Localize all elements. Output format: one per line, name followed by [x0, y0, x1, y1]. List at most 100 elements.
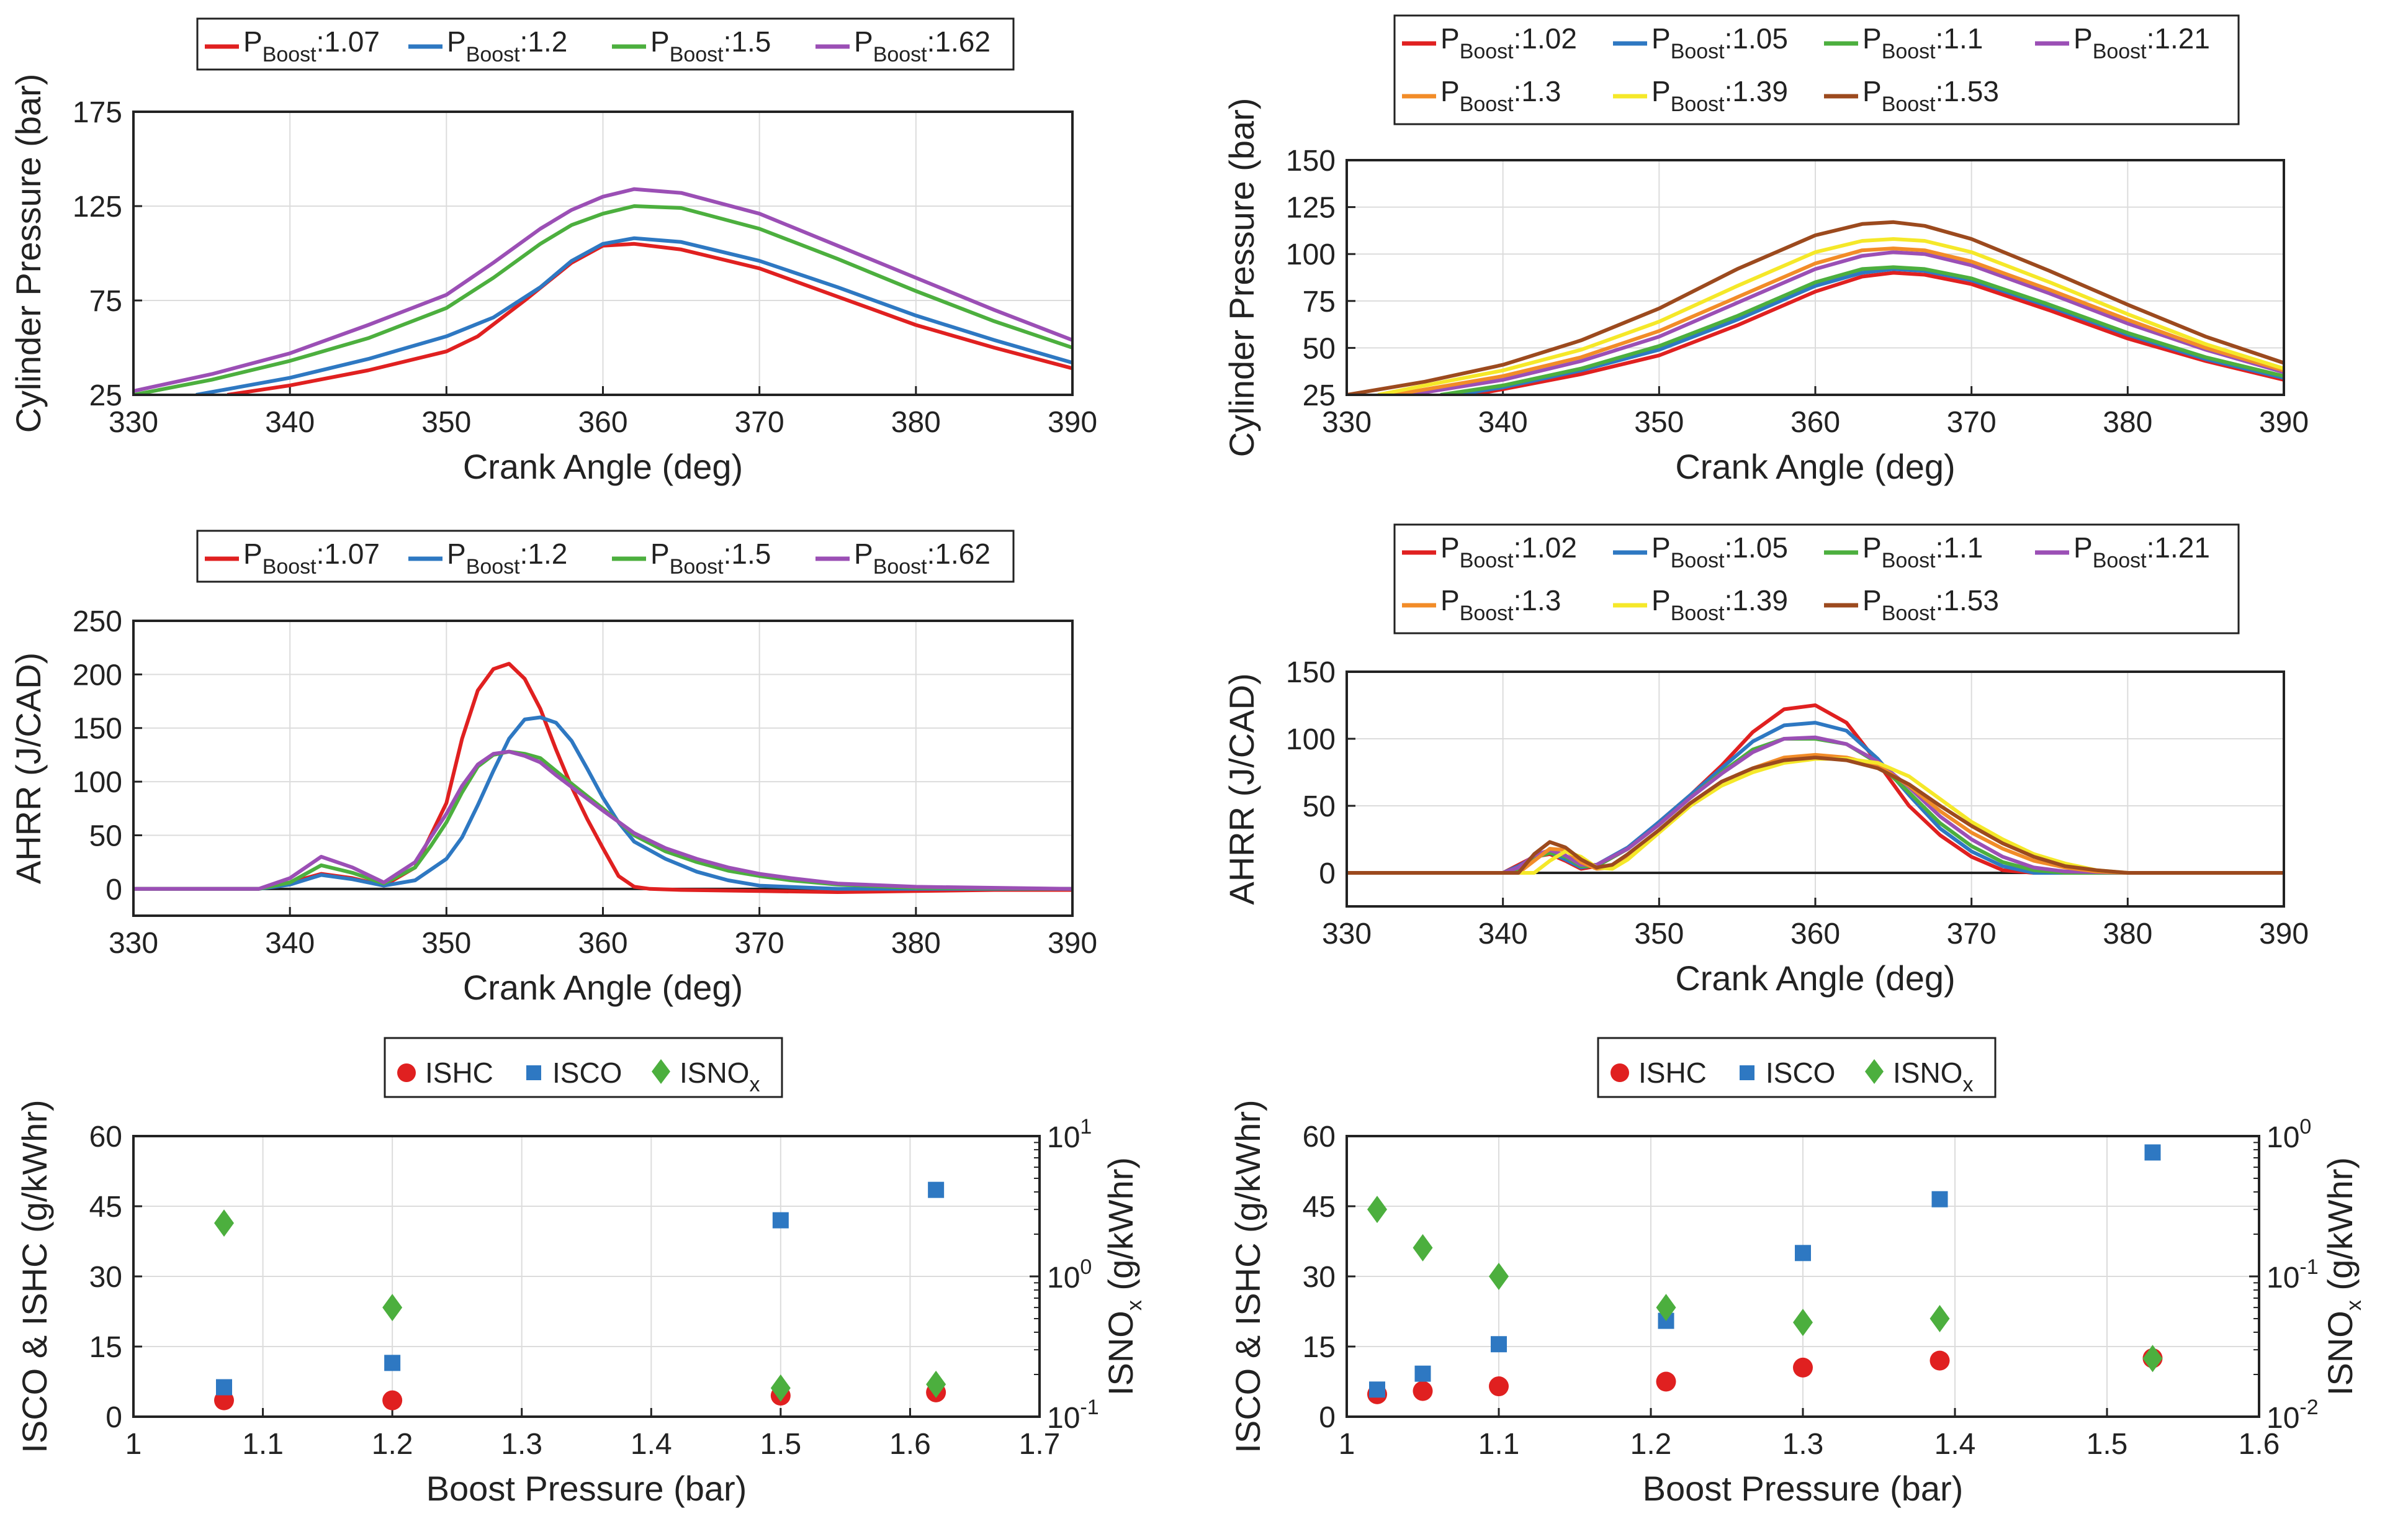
legend-main: P — [1651, 584, 1671, 616]
x-tick-label: 380 — [891, 927, 941, 960]
panel-ahrr-left: 330 340 350 360 370 380 390 0 50 100 150 200 250 Cran… — [9, 530, 1097, 1007]
isco-point — [1414, 1365, 1431, 1382]
legend-marker-diamond — [652, 1059, 670, 1084]
y-tick-label: 100 — [1286, 723, 1336, 756]
legend-main: P — [1651, 22, 1671, 55]
ishc-point — [1793, 1357, 1813, 1378]
series-line — [133, 187, 1072, 393]
legend-box — [384, 1037, 783, 1098]
legend-main: P — [854, 25, 873, 58]
isnox-point — [214, 1209, 234, 1237]
x-tick-label: 1.6 — [2239, 1428, 2280, 1461]
legend-value: :1.3 — [1514, 584, 1561, 616]
y2-tick-exponent: -2 — [2299, 1396, 2318, 1419]
x-tick-label: 370 — [735, 406, 784, 439]
panel-emissions-left: 1 1.1 1.2 1.3 1.4 1.5 1.6 1.701530456010-110010… — [15, 1037, 1146, 1508]
isnox-point — [1489, 1263, 1509, 1290]
panel-cylinder-pressure-right: 330 340 350 360 370 380 390 25 50 75 100 125 150 Cran… — [1222, 14, 2309, 486]
legend-main: P — [447, 538, 466, 570]
x-tick-label: 330 — [109, 406, 158, 439]
legend-label: PBoost:1.21 — [2073, 22, 2210, 63]
legend-label: PBoost:1.07 — [243, 25, 380, 66]
plot-frame — [1346, 1135, 2260, 1418]
legend-label: PBoost:1.2 — [447, 25, 567, 66]
isco-point — [928, 1181, 945, 1198]
legend-main: P — [1651, 531, 1671, 564]
series-line — [133, 204, 1072, 395]
legend-value: :1.21 — [2147, 22, 2210, 55]
legend-label: PBoost:1.5 — [650, 25, 771, 66]
plot-frame — [1346, 670, 2285, 908]
isnox-point — [2142, 1345, 2163, 1373]
series-line — [133, 715, 1072, 891]
x-tick-label: 330 — [1322, 406, 1372, 439]
legend-label: ISHC — [1638, 1057, 1707, 1089]
panel-cylinder-pressure-left: 330 340 350 360 370 380 390 25 75 125 175 Crank Ang… — [9, 17, 1097, 486]
plot-frame — [132, 620, 1074, 917]
series-line — [1393, 246, 2284, 395]
y2-label-rest: (g/kWhr) — [2320, 1157, 2360, 1300]
y2-label-sub: x — [2342, 1300, 2366, 1311]
y-tick-label: 125 — [73, 191, 122, 223]
y-tick-label: 45 — [1303, 1191, 1336, 1224]
x-tick-label: 340 — [265, 927, 315, 960]
y2-tick-base: 10 — [1047, 1402, 1080, 1435]
ishc-point — [1930, 1350, 1950, 1371]
legend-value: :1.53 — [1936, 75, 1999, 107]
y-tick-label: 150 — [73, 713, 122, 746]
legend-sub: Boost — [466, 43, 520, 66]
y-tick-label: 75 — [89, 285, 122, 318]
legend-marker-circle — [397, 1063, 416, 1082]
y2-label-main: ISNO — [2320, 1311, 2360, 1396]
legend-value: :1.05 — [1725, 531, 1788, 564]
isnox-point — [926, 1370, 946, 1398]
legend-sub: Boost — [263, 555, 317, 579]
legend-main: P — [2073, 531, 2093, 564]
y2-tick-label: 10-1 — [2266, 1255, 2319, 1294]
y-tick-label: 50 — [89, 819, 122, 852]
x-tick-label: 1.6 — [889, 1428, 931, 1461]
y-tick-label: 0 — [1319, 1401, 1336, 1434]
y2-tick-exponent: 0 — [2299, 1115, 2311, 1139]
ishc-point — [1413, 1381, 1433, 1401]
y2-label-main: ISNO — [1101, 1311, 1140, 1396]
legend-label: ISCO — [1766, 1057, 1835, 1089]
legend-label: ISNOx — [1893, 1057, 1973, 1096]
series-line — [1409, 250, 2284, 395]
y2-tick-label: 100 — [2266, 1115, 2311, 1154]
y-axis-label: AHRR (J/CAD) — [1222, 673, 1261, 905]
y-axis-label: AHRR (J/CAD) — [9, 652, 48, 884]
y-axis-label: ISCO & ISHC (g/kWhr) — [1228, 1099, 1267, 1453]
legend-box — [1393, 14, 2240, 125]
x-tick-label: 350 — [421, 406, 471, 439]
isnox-point — [382, 1294, 403, 1322]
legend-main: P — [447, 25, 466, 58]
panel-emissions-right: 1 1.1 1.2 1.3 1.4 1.5 1.601530456010-210-1100I… — [1228, 1037, 2366, 1508]
ishc-point — [1489, 1376, 1509, 1397]
legend-label: PBoost:1.05 — [1651, 531, 1788, 572]
isco-point — [384, 1355, 401, 1371]
legend-label: ISCO — [552, 1057, 622, 1089]
y2-label-sub: x — [1123, 1300, 1146, 1311]
legend-main: ISCO — [552, 1057, 622, 1089]
x-tick-label: 1.4 — [1934, 1428, 1976, 1461]
legend-main: P — [1862, 22, 1882, 55]
legend-main: ISNO — [680, 1057, 749, 1089]
legend-label: ISHC — [425, 1057, 493, 1089]
legend-value: :1.2 — [520, 538, 568, 570]
legend-value: :1.02 — [1514, 531, 1577, 564]
isco-point — [2144, 1144, 2161, 1161]
legend-value: :1.21 — [2147, 531, 2210, 564]
plot-frame — [1346, 159, 2285, 396]
legend-label: PBoost:1.1 — [1862, 22, 1983, 63]
x-tick-label: 390 — [1048, 406, 1097, 439]
y-tick-label: 100 — [73, 766, 122, 799]
y-tick-label: 150 — [1286, 145, 1336, 178]
x-tick-label: 370 — [1947, 918, 1997, 950]
x-tick-label: 370 — [1947, 406, 1997, 439]
isnox-point — [1930, 1305, 1950, 1333]
legend-label: ISNOx — [680, 1057, 760, 1096]
y-tick-label: 50 — [1303, 332, 1336, 365]
legend-box — [196, 17, 1015, 71]
legend-main: ISNO — [1893, 1057, 1962, 1089]
